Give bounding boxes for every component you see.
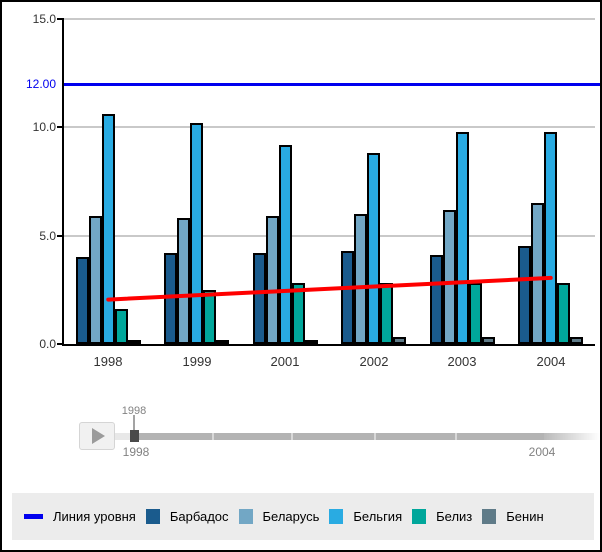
slider-track-divider	[374, 433, 376, 440]
play-icon	[92, 428, 105, 444]
bar[interactable]	[393, 337, 406, 344]
y-axis-tick	[57, 18, 64, 20]
y-axis-label: 15.0	[32, 12, 56, 26]
x-axis-label: 1998	[93, 354, 123, 369]
slider-track-elapsed	[115, 433, 131, 440]
bar[interactable]	[482, 337, 495, 344]
legend-item-series-0[interactable]: Барбадос	[145, 509, 229, 524]
bar[interactable]	[456, 132, 469, 344]
gridline	[64, 234, 595, 237]
y-axis-label: 5.0	[39, 228, 56, 243]
bar[interactable]	[367, 153, 380, 344]
bar[interactable]	[89, 216, 102, 344]
bar[interactable]	[203, 290, 216, 344]
legend-item-series-1[interactable]: Беларусь	[238, 509, 320, 524]
bar[interactable]	[557, 283, 570, 344]
level-line-swatch	[24, 514, 43, 519]
legend-label: Линия уровня	[53, 509, 136, 524]
x-axis-label: 2001	[270, 354, 300, 369]
bar[interactable]	[266, 216, 279, 344]
y-axis	[62, 19, 64, 346]
gridline	[64, 18, 595, 20]
legend-label: Бенин	[506, 509, 544, 524]
x-axis	[62, 344, 595, 346]
bar[interactable]	[570, 337, 583, 344]
bar[interactable]	[430, 255, 443, 344]
bar[interactable]	[292, 283, 305, 344]
bar[interactable]	[469, 283, 482, 344]
series-swatch	[145, 509, 160, 524]
series-swatch	[238, 509, 253, 524]
legend-label: Беларусь	[262, 509, 320, 524]
x-axis-label: 2002	[359, 354, 389, 369]
bar[interactable]	[531, 203, 544, 344]
x-axis-label: 1999	[182, 354, 212, 369]
bar[interactable]	[216, 340, 229, 344]
bar[interactable]	[128, 340, 141, 344]
legend-item-level-line[interactable]: Линия уровня	[24, 509, 136, 524]
x-axis-label: 2003	[447, 354, 477, 369]
series-swatch	[482, 509, 497, 524]
legend: Линия уровня Барбадос Беларусь Бельгия Белиз…	[12, 493, 594, 540]
legend-item-series-2[interactable]: Бельгия	[329, 509, 402, 524]
bar[interactable]	[305, 340, 318, 344]
play-button[interactable]	[79, 422, 115, 450]
slider-handle-tick	[133, 415, 135, 430]
y-axis-tick	[57, 234, 64, 237]
bar[interactable]	[177, 218, 190, 344]
x-axis-label: 2004	[536, 354, 566, 369]
bar[interactable]	[102, 114, 115, 344]
series-swatch	[412, 509, 427, 524]
slider-track-fade	[544, 433, 600, 440]
bar[interactable]	[76, 257, 89, 344]
slider-track-divider	[212, 433, 214, 440]
y-axis-label: 0.0	[39, 337, 56, 351]
legend-label: Белиз	[436, 509, 473, 524]
y-axis-tick	[57, 126, 64, 129]
slider-handle[interactable]	[130, 430, 139, 442]
slider-track-divider	[455, 433, 457, 440]
slider-end-year-label: 2004	[528, 445, 556, 459]
series-swatch	[329, 509, 344, 524]
bar[interactable]	[341, 251, 354, 344]
y-axis-tick	[57, 343, 64, 345]
bar[interactable]	[518, 246, 531, 344]
bar[interactable]	[279, 145, 292, 344]
slider-track[interactable]	[115, 433, 544, 440]
legend-label: Барбадос	[169, 509, 229, 524]
bar[interactable]	[354, 214, 367, 344]
level-line	[64, 83, 600, 86]
level-line-label: 12.00	[25, 77, 56, 91]
legend-item-series-3[interactable]: Белиз	[412, 509, 472, 524]
bar[interactable]	[190, 123, 203, 344]
bar[interactable]	[544, 132, 557, 344]
gridline	[64, 126, 595, 129]
bar[interactable]	[115, 309, 128, 344]
bar[interactable]	[380, 283, 393, 344]
bar[interactable]	[443, 210, 456, 344]
y-axis-label: 10.0	[32, 120, 56, 135]
slider-current-year-label: 1998	[121, 405, 147, 417]
slider-start-year-label: 1998	[122, 445, 150, 459]
bar[interactable]	[164, 253, 177, 344]
legend-label: Бельгия	[353, 509, 403, 524]
bar[interactable]	[253, 253, 266, 344]
legend-item-series-4[interactable]: Бенин	[482, 509, 544, 524]
slider-track-divider	[291, 433, 293, 440]
